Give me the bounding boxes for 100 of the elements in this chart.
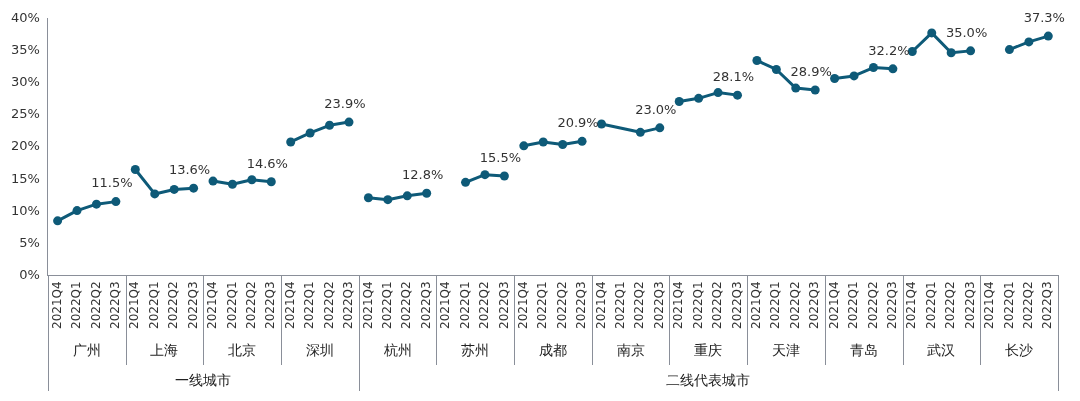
x-tick-label: 2022Q3 [185, 281, 200, 330]
point [927, 28, 937, 38]
x-tick-label: 2022Q1 [224, 281, 239, 330]
data-label: 35.0% [945, 24, 988, 40]
point [888, 64, 898, 74]
data-label: 11.5% [91, 175, 133, 191]
point [655, 123, 665, 133]
x-tick-label: 2022Q3 [263, 281, 278, 330]
x-tick-label: 2022Q2 [477, 281, 492, 330]
x-tick-label: 2022Q3 [574, 281, 589, 330]
text: 重庆 [694, 341, 723, 358]
x-tick-label: 2022Q1 [768, 281, 783, 330]
point [480, 170, 490, 180]
point [966, 46, 976, 56]
x-tick-label: 2022Q1 [379, 281, 394, 330]
point [1004, 45, 1014, 55]
data-label: 37.3% [1023, 9, 1065, 25]
point [111, 197, 121, 207]
point [208, 176, 218, 186]
x-tick-label: 2021Q4 [982, 281, 997, 330]
point [830, 73, 840, 83]
point [189, 183, 199, 193]
x-tick-label: 2022Q2 [632, 281, 647, 330]
x-tick-label: 2022Q3 [418, 281, 433, 330]
point [946, 48, 956, 58]
point [266, 177, 276, 187]
y-tick-label: 35% [10, 42, 40, 58]
text: 二线代表城市 [666, 371, 751, 388]
data-label: 23.0% [635, 101, 677, 117]
point [597, 119, 607, 129]
point [732, 90, 742, 100]
point [286, 137, 296, 147]
x-tick-label: 2022Q2 [166, 281, 181, 330]
point [1043, 31, 1053, 41]
y-tick-label: 25% [10, 106, 40, 122]
x-tick-label: 2021Q4 [49, 281, 64, 330]
point [305, 128, 315, 138]
y-tick-label: 40% [10, 10, 40, 26]
y-tick-label: 20% [10, 138, 40, 154]
point [402, 191, 412, 201]
point [791, 83, 801, 93]
data-label: 20.9% [557, 115, 599, 131]
point [558, 140, 568, 150]
x-tick-label: 2021Q4 [205, 281, 220, 330]
text: 青岛 [849, 341, 878, 358]
x-tick-label: 2022Q1 [69, 281, 84, 330]
text: 成都 [538, 341, 567, 358]
x-tick-label: 2021Q4 [515, 281, 530, 330]
text: 北京 [228, 341, 257, 358]
point [53, 216, 63, 226]
x-tick-label: 2022Q3 [341, 281, 356, 330]
point [91, 199, 101, 209]
x-tick-label: 2022Q1 [457, 281, 472, 330]
x-tick-label: 2021Q4 [593, 281, 608, 330]
x-tick-label: 2022Q2 [943, 281, 958, 330]
x-tick-label: 2022Q1 [302, 281, 317, 330]
text: 天津 [772, 341, 801, 358]
text: 杭州 [382, 341, 412, 358]
data-label: 28.9% [790, 63, 832, 79]
point [72, 206, 82, 216]
point [169, 184, 179, 194]
point [713, 88, 723, 98]
data-label: 28.1% [712, 69, 755, 85]
x-tick-label: 2022Q2 [321, 281, 336, 330]
x-tick-label: 2021Q4 [438, 281, 453, 330]
text: 广州 [72, 341, 101, 358]
point [499, 171, 509, 181]
x-tick-label: 2021Q4 [360, 281, 375, 330]
point [422, 188, 432, 198]
x-tick-label: 2021Q4 [671, 281, 686, 330]
text: 深圳 [305, 341, 334, 358]
x-tick-label: 2022Q1 [690, 281, 705, 330]
x-tick-label: 2022Q3 [496, 281, 511, 330]
x-tick-label: 2022Q1 [1001, 281, 1016, 330]
x-tick-label: 2022Q3 [108, 281, 123, 330]
point [868, 63, 878, 73]
x-tick-label: 2022Q2 [399, 281, 414, 330]
point [674, 97, 684, 107]
text: 苏州 [461, 341, 490, 358]
point [150, 189, 160, 199]
x-tick-label: 2022Q2 [787, 281, 802, 330]
x-tick-label: 2022Q3 [651, 281, 666, 330]
text: 武汉 [927, 341, 956, 358]
point [810, 85, 820, 95]
y-tick-label: 0% [19, 266, 40, 282]
text: 长沙 [1005, 341, 1034, 358]
text: 南京 [616, 341, 645, 358]
y-tick-label: 30% [10, 74, 40, 90]
x-tick-label: 2022Q3 [885, 281, 900, 330]
x-tick-label: 2022Q3 [1040, 281, 1055, 330]
x-tick-label: 2022Q3 [807, 281, 822, 330]
point [247, 175, 257, 185]
data-label: 14.6% [246, 155, 288, 171]
point [519, 141, 529, 151]
point [849, 71, 859, 81]
x-tick-label: 2022Q3 [729, 281, 744, 330]
x-tick-label: 2021Q4 [826, 281, 841, 330]
point [344, 117, 354, 127]
point [1024, 37, 1034, 47]
text: 上海 [150, 341, 179, 358]
